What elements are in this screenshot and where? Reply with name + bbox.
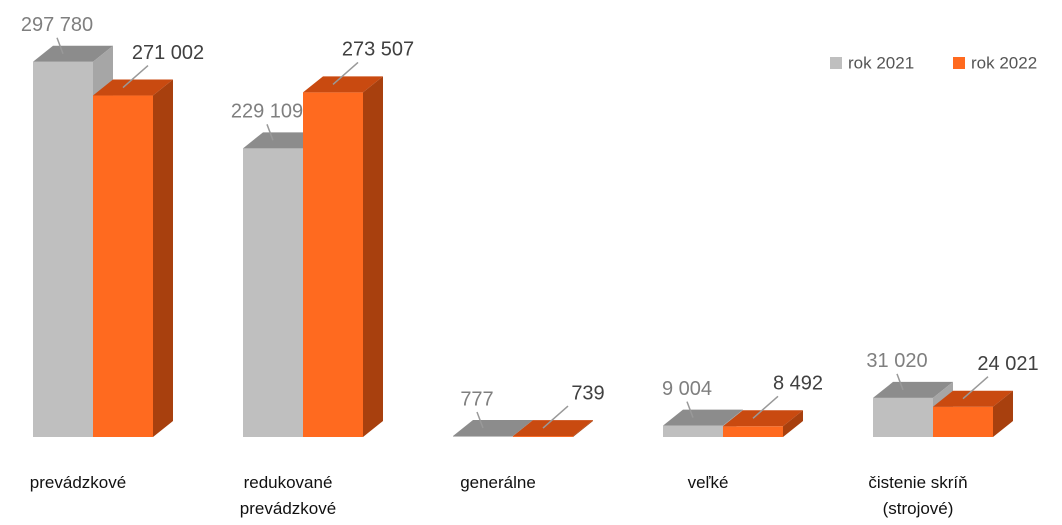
bar-top	[513, 420, 593, 437]
leader-line	[122, 64, 149, 89]
data-label: 297 780	[21, 14, 93, 36]
legend-swatch	[830, 57, 842, 69]
bar-front	[33, 61, 93, 437]
bar-front	[453, 436, 513, 437]
bar-front	[723, 426, 783, 437]
legend-label: rok 2021	[848, 53, 914, 72]
bar-front	[933, 406, 993, 437]
bar-side	[153, 79, 173, 438]
bar-top	[33, 45, 113, 62]
x-tick-label: generálne	[460, 473, 536, 492]
leader-line	[476, 411, 484, 429]
bar-top	[723, 410, 803, 427]
x-tick-label: veľké	[687, 473, 729, 492]
bar-top	[663, 409, 743, 426]
bar-side	[783, 410, 803, 437]
data-label: 777	[460, 388, 493, 410]
bar-front	[243, 148, 303, 437]
bar-top	[303, 76, 383, 93]
leader-line	[56, 37, 64, 55]
bar-front	[663, 425, 723, 437]
legend-label: rok 2022	[971, 53, 1037, 72]
x-tick-label: redukované prevádzkové	[239, 473, 337, 518]
data-label: 739	[571, 382, 604, 404]
x-tick-label: prevádzkové	[29, 473, 127, 492]
leader-line	[752, 395, 779, 419]
legend-swatch	[953, 57, 965, 69]
bar-side	[993, 390, 1013, 437]
bar-front	[513, 436, 573, 437]
leader-line	[542, 405, 569, 429]
leader-line	[332, 61, 359, 85]
bar-top	[873, 381, 953, 398]
leader-line	[896, 373, 904, 391]
bar-front	[873, 397, 933, 437]
data-label: 24 021	[977, 353, 1038, 375]
data-label: 9 004	[662, 378, 712, 400]
data-label: 8 492	[773, 373, 823, 395]
bar-front	[303, 92, 363, 438]
data-label: 31 020	[866, 350, 927, 372]
leader-line	[266, 124, 274, 141]
leader-line	[962, 376, 989, 400]
leader-line	[686, 401, 694, 418]
bar-side	[363, 76, 383, 438]
bar-top	[933, 390, 1013, 407]
bar-front	[93, 95, 153, 438]
data-label: 273 507	[342, 39, 414, 61]
bar-top	[453, 420, 533, 437]
data-label: 229 109	[231, 101, 303, 123]
bar-top	[93, 79, 173, 96]
bar-side	[573, 420, 593, 437]
data-label: 271 002	[132, 42, 204, 64]
x-tick-label: čistenie skríň (strojové)	[868, 473, 968, 518]
